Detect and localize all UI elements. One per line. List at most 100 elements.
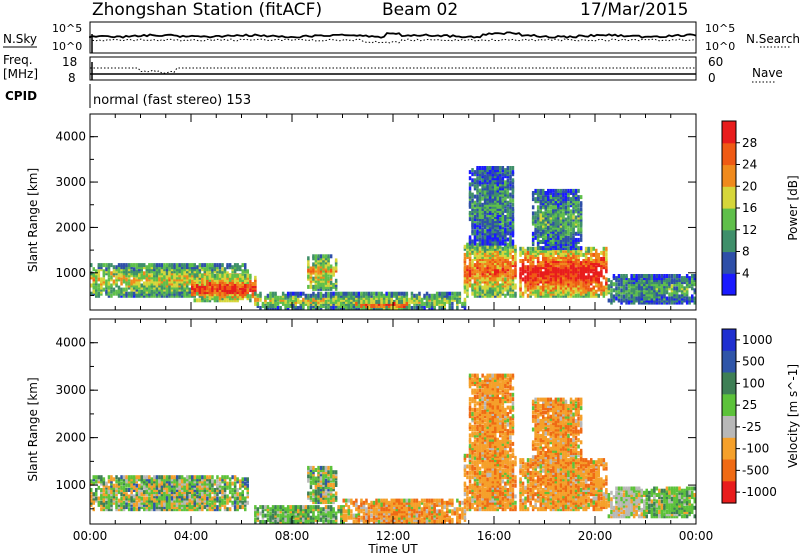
velocity-cell-0 (107, 475, 111, 480)
power-cell-8 (552, 229, 555, 234)
power-cell-8 (574, 191, 578, 195)
velocity-cell-0 (178, 483, 181, 488)
power-cell-2 (327, 264, 330, 269)
power-cell-5 (511, 269, 515, 274)
power-cell-1 (211, 277, 214, 282)
velocity-cell-0 (180, 488, 184, 492)
power-cell-1 (203, 275, 207, 280)
velocity-cell-0 (150, 494, 154, 499)
power-cell-6 (501, 202, 505, 207)
power-cell-6 (491, 202, 494, 207)
power-cell-5 (476, 281, 479, 286)
velocity-cell-0 (193, 496, 196, 501)
power-cell-6 (481, 231, 484, 236)
power-cell-8 (557, 205, 560, 210)
power-cell-3 (405, 291, 409, 296)
power-cell-0 (170, 279, 174, 284)
velocity-cell-0 (153, 500, 156, 505)
power-cell-0 (173, 279, 176, 284)
power-cell-1 (223, 292, 227, 297)
power-cell-6 (509, 186, 512, 191)
power-cell-5 (481, 279, 484, 284)
power-cell-3 (365, 293, 368, 298)
power-cell-3 (425, 295, 429, 300)
power-cell-3 (274, 304, 277, 308)
power-cell-4 (398, 304, 401, 308)
power-cell-9 (615, 296, 618, 301)
power-cell-7 (595, 265, 598, 270)
velocity-cell-0 (143, 479, 146, 484)
power-cell-1 (239, 277, 242, 282)
power-cell-0 (173, 285, 176, 290)
power-cell-6 (509, 198, 512, 203)
power-cell-6 (501, 176, 505, 181)
power-cell-7 (521, 293, 525, 298)
power-cell-7 (562, 250, 565, 255)
power-cell-0 (163, 279, 166, 284)
power-cell-9 (643, 286, 646, 291)
power-cell-7 (547, 265, 550, 270)
power-cell-6 (481, 241, 484, 246)
power-cell-8 (559, 205, 563, 210)
power-cell-6 (476, 166, 479, 170)
power-cell-1 (191, 286, 194, 290)
velocity-cell-0 (180, 475, 184, 480)
power-cell-0 (168, 289, 171, 294)
velocity-cell-0 (183, 496, 186, 501)
power-cell-6 (496, 241, 499, 246)
power-cell-3 (357, 293, 361, 298)
velocity-cell-0 (160, 502, 164, 507)
power-cell-8 (579, 215, 583, 220)
power-cell-1 (223, 288, 227, 293)
velocity-cell-0 (175, 502, 179, 507)
power-cell-8 (567, 229, 570, 234)
power-cell-8 (569, 188, 573, 193)
power-cell-5 (501, 261, 505, 266)
power-cell-2 (332, 266, 335, 271)
power-cell-7 (559, 250, 563, 255)
power-cell-3 (312, 291, 315, 296)
power-cell-9 (673, 296, 676, 301)
power-cell-8 (574, 223, 578, 228)
power-cell-1 (208, 277, 212, 282)
power-cell-7 (587, 269, 590, 274)
velocity-cell-0 (92, 498, 95, 503)
power-cell-9 (645, 282, 648, 287)
power-cell-0 (241, 273, 244, 278)
power-cell-0 (105, 263, 108, 268)
velocity-cell-0 (178, 477, 181, 482)
power-cell-8 (557, 233, 560, 238)
velocity-cell-0 (90, 490, 93, 495)
power-cell-8 (531, 215, 535, 220)
power-cell-7 (536, 289, 540, 294)
power-cell-2 (327, 278, 330, 283)
power-cell-5 (511, 279, 515, 284)
power-cell-9 (627, 278, 631, 283)
power-cell-3 (390, 291, 393, 296)
power-cell-0 (186, 275, 189, 280)
power-cell-5 (486, 289, 489, 294)
power-cell-5 (471, 259, 474, 263)
power-cell-0 (120, 287, 123, 292)
velocity-cell-0 (135, 500, 138, 505)
power-cell-7 (529, 269, 532, 274)
power-cell-0 (206, 265, 209, 270)
velocity-cell-0 (188, 507, 191, 512)
power-cell-8 (564, 223, 568, 228)
power-cell-3 (458, 299, 462, 304)
power-cell-3 (448, 295, 451, 300)
velocity-cell-0 (180, 490, 184, 495)
power-cell-5 (473, 255, 477, 259)
power-cell-5 (514, 285, 517, 290)
power-cell-7 (574, 267, 578, 272)
power-cell-8 (559, 233, 563, 238)
power-cell-6 (501, 241, 505, 246)
power-cell-6 (504, 237, 507, 242)
power-cell-0 (120, 289, 123, 294)
power-cell-8 (549, 191, 553, 195)
velocity-cell-0 (107, 498, 111, 503)
velocity-cell-0 (193, 500, 196, 505)
velocity-cell-0 (90, 479, 93, 484)
power-cell-8 (574, 215, 578, 220)
power-cell-8 (542, 237, 545, 242)
